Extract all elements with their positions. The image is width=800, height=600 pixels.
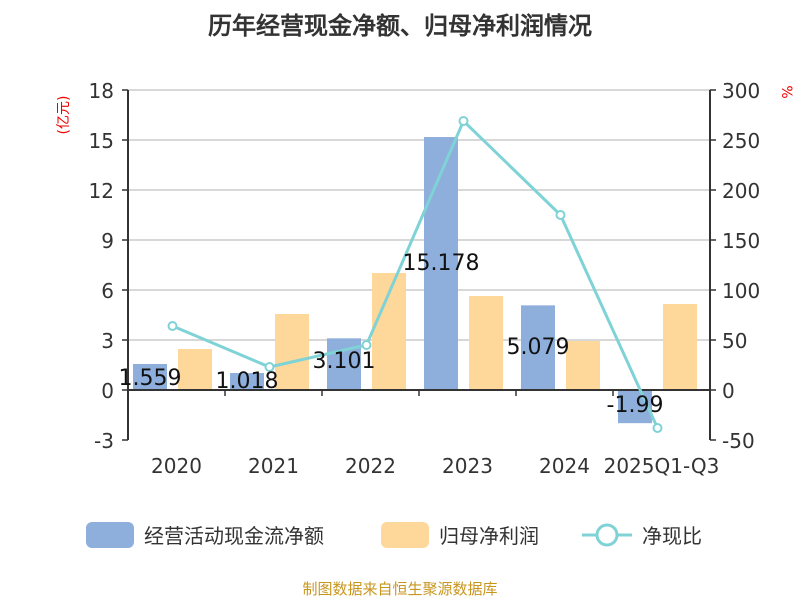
point-ratio — [361, 340, 372, 350]
legend-label-ratio: 净现比 — [642, 524, 702, 548]
data-label-cashflow: 1.559 — [119, 366, 182, 391]
bar-profit — [178, 349, 212, 390]
right-tick-label: 50 — [722, 329, 747, 353]
bar-profit — [566, 341, 600, 390]
x-tick-label: 2022 — [345, 454, 396, 478]
x-tick-label: 2024 — [539, 454, 590, 478]
legend-marker-ratio — [595, 523, 619, 547]
line-ratio — [171, 118, 659, 429]
left-tick-label: 18 — [89, 79, 114, 103]
x-tick-label: 2025Q1-Q3 — [604, 454, 720, 478]
bar-profit — [469, 296, 503, 390]
legend-swatch-cashflow — [86, 522, 134, 548]
bar-cashflow — [424, 137, 458, 390]
legend-swatch-profit — [381, 522, 429, 548]
chart-title: 历年经营现金净额、归母净利润情况 — [208, 12, 592, 40]
right-tick-label: -50 — [722, 429, 755, 453]
right-tick-label: 200 — [722, 179, 760, 203]
legend-label-cashflow: 经营活动现金流净额 — [144, 524, 324, 548]
bar-cashflow — [521, 305, 555, 390]
bar-profit — [275, 314, 309, 390]
left-tick-label: -3 — [94, 429, 114, 453]
right-tick-label: 0 — [722, 379, 735, 403]
data-label-cashflow: 5.079 — [507, 335, 570, 360]
right-tick-label: 100 — [722, 279, 760, 303]
x-tick-label: 2020 — [151, 454, 202, 478]
point-ratio — [264, 362, 275, 372]
left-axis-label: (亿元) — [56, 96, 72, 135]
data-label-cashflow: -1.99 — [607, 393, 664, 418]
bar-profit — [663, 304, 697, 390]
right-tick-label: 250 — [722, 129, 760, 153]
source-note: 制图数据来自恒生聚源数据库 — [302, 580, 497, 598]
legend-label-profit: 归母净利润 — [439, 524, 539, 548]
right-axis-label: % — [778, 85, 794, 98]
right-tick-label: 300 — [722, 79, 760, 103]
legend: 经营活动现金流净额 归母净利润 净现比 — [86, 522, 702, 548]
left-tick-label: 6 — [101, 279, 114, 303]
left-tick-label: 9 — [101, 229, 114, 253]
data-label-cashflow: 3.101 — [313, 349, 376, 374]
bar-cashflow — [230, 373, 264, 390]
x-tick-label: 2023 — [442, 454, 493, 478]
point-ratio — [652, 423, 663, 433]
point-ratio — [458, 116, 469, 126]
left-tick-label: 3 — [101, 329, 114, 353]
point-ratio — [555, 210, 566, 220]
bar-cashflow — [133, 364, 167, 390]
data-label-cashflow: 1.018 — [216, 369, 279, 394]
point-ratio — [167, 321, 178, 331]
right-tick-label: 150 — [722, 229, 760, 253]
left-tick-label: 0 — [101, 379, 114, 403]
data-label-cashflow: 15.178 — [403, 251, 480, 276]
x-tick-label: 2021 — [248, 454, 299, 478]
left-tick-label: 15 — [89, 129, 114, 153]
left-tick-label: 12 — [89, 179, 114, 203]
